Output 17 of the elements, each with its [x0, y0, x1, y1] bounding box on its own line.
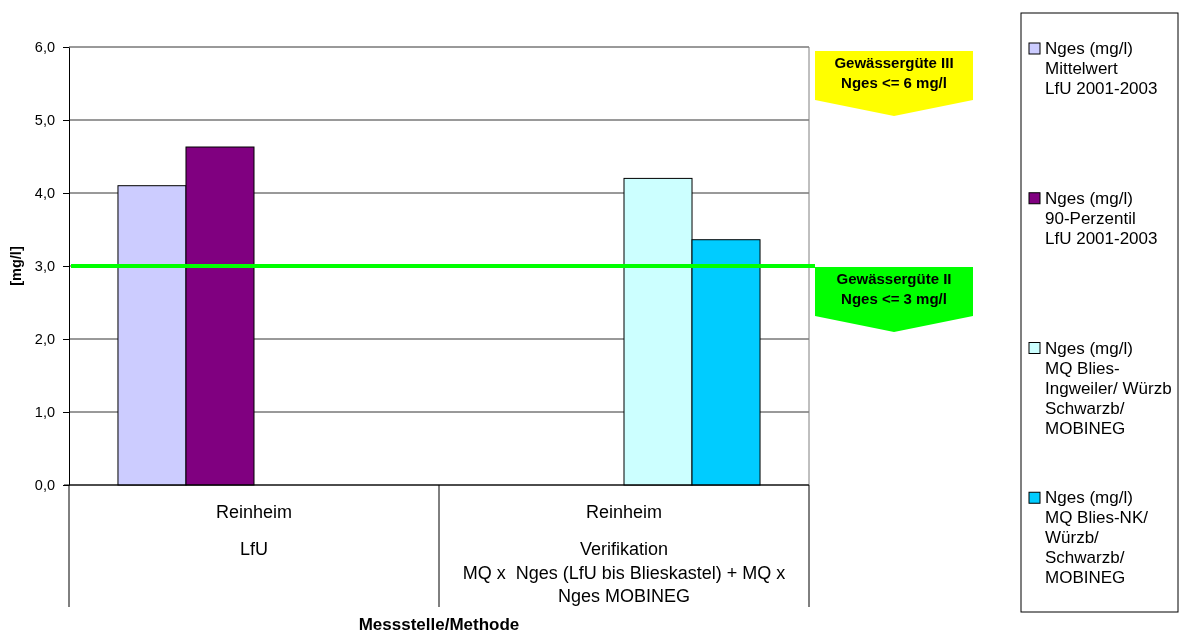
y-tick-label: 5,0: [34, 112, 55, 129]
y-tick-label: 6,0: [34, 39, 55, 56]
y-tick-label: 2,0: [34, 331, 55, 348]
legend-label: Nges (mg/l) Mittelwert LfU 2001-2003: [1045, 39, 1158, 98]
y-tick-label: 4,0: [34, 185, 55, 202]
legend-label: Nges (mg/l) MQ Blies-NK/ Würzb/ Schwarzb/ MOBINEG: [1045, 488, 1149, 588]
y-axis-title: [mg/l]: [8, 246, 24, 286]
y-tick-label: 3,0: [34, 258, 55, 275]
ref-line-label: Gewässergüte II Nges <= 3 mg/l: [836, 270, 952, 307]
x-tick-label: Reinheim Verifikation MQ x Nges (LfU bis Blieskastel) + MQ x Nges MOBINEG: [462, 502, 786, 606]
text: Gewässergüte III Nges <= 6 mg/l: [834, 54, 954, 91]
x-axis-title: Messstelle/Methode: [358, 615, 520, 634]
y-tick-label: 0,0: [34, 477, 55, 494]
legend-label: Nges (mg/l) 90-Perzentil LfU 2001-2003: [1045, 188, 1158, 248]
x-tick-label: Reinheim LfU: [215, 502, 293, 559]
legend-label: Nges (mg/l) MQ Blies- Ingweiler/ Würzb Schwarzb/ MOBINEG: [1045, 338, 1172, 438]
y-tick-label: 1,0: [34, 404, 55, 421]
